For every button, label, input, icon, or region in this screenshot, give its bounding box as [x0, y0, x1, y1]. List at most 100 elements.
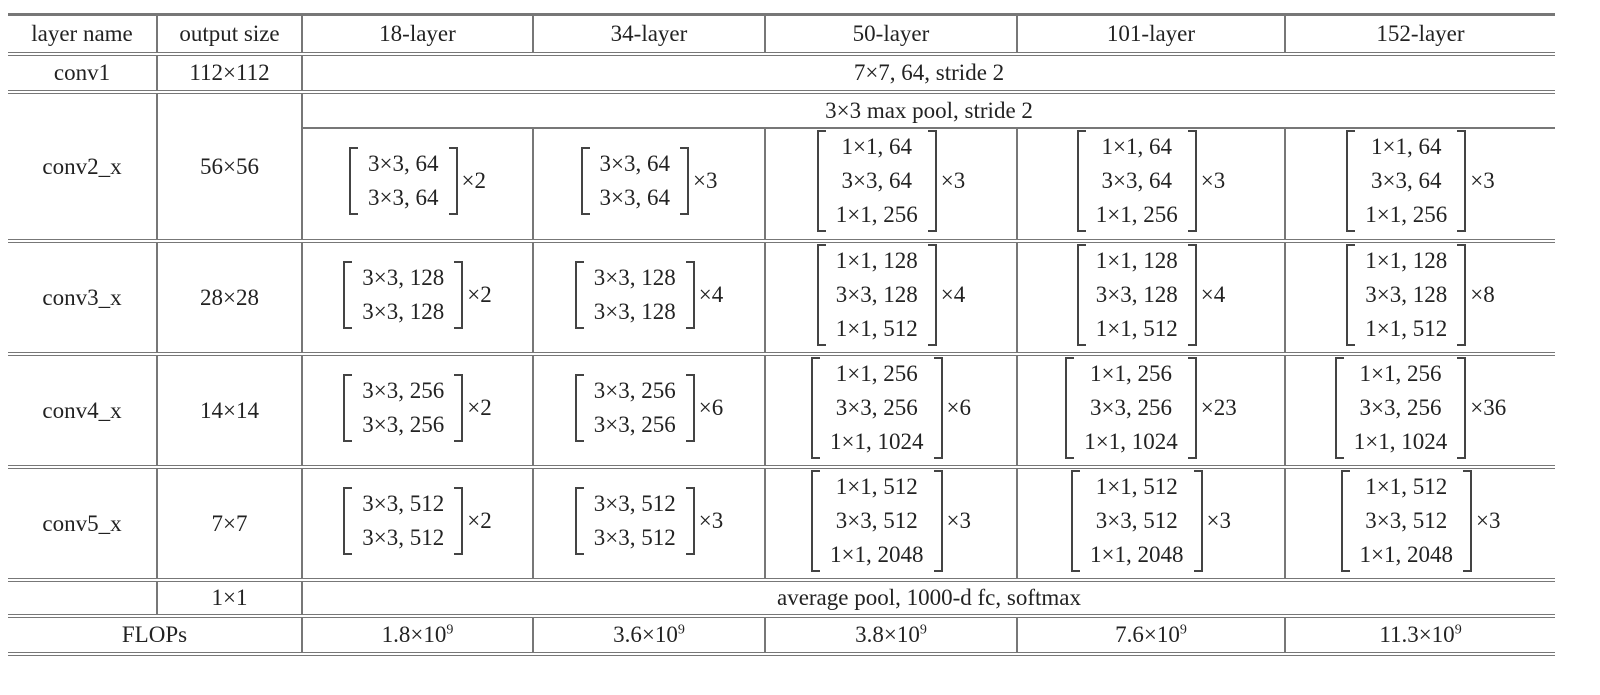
layer-name: conv1: [8, 54, 158, 94]
layer-spec: 1×1, 64: [841, 134, 912, 159]
flops-base: 3.6×10: [613, 622, 678, 647]
layer-spec: 3×3, 128: [1095, 281, 1178, 307]
block-cell: 1×1, 64 3×3, 64 1×1, 256 ×3: [1284, 128, 1555, 243]
layer-spec: 1×1, 512: [1095, 315, 1178, 341]
output-size: 112×112: [156, 54, 303, 94]
layer-spec: 3×3, 128: [835, 281, 918, 307]
layer-spec: 3×3, 512: [593, 490, 676, 516]
left-bracket: [574, 486, 584, 555]
residual-block: 1×1, 256 3×3, 256 1×1, 1024 ×6: [811, 356, 971, 459]
left-bracket: [1340, 469, 1350, 572]
block-cell: 1×1, 512 3×3, 512 1×1, 2048 ×3: [1016, 467, 1286, 582]
final-spec: average pool, 1000-d fc, softmax: [301, 580, 1555, 618]
layer-spec: 3×3, 128: [593, 298, 676, 324]
block-multiplier: ×4: [698, 281, 724, 307]
right-bracket: [1457, 243, 1467, 346]
block-multiplier: ×4: [940, 281, 966, 307]
residual-block: 1×1, 256 3×3, 256 1×1, 1024 ×36: [1334, 356, 1507, 459]
left-bracket: [1334, 356, 1344, 459]
right-bracket: [1187, 243, 1197, 346]
layer-spec: 1×1, 128: [835, 247, 918, 273]
header-cell: output size: [156, 13, 303, 56]
bracket-group: 3×3, 256 3×3, 256: [343, 373, 464, 442]
flops-exponent: 9: [919, 622, 927, 638]
header-cell: layer name: [8, 13, 158, 56]
left-bracket: [1076, 243, 1086, 346]
right-bracket: [685, 373, 695, 442]
residual-block: 3×3, 512 3×3, 512 ×3: [574, 486, 724, 555]
flops-value: 7.6×109: [1016, 616, 1286, 656]
residual-block: 1×1, 256 3×3, 256 1×1, 1024 ×23: [1065, 356, 1237, 459]
layer-spec: 1×1, 256: [1359, 360, 1442, 386]
layer-spec: 1×1, 256: [1095, 202, 1178, 227]
right-bracket: [1193, 469, 1203, 572]
conv1-row: conv1 112×112 7×7, 64, stride 2: [8, 54, 1555, 94]
left-bracket: [349, 147, 359, 215]
layer-spec: 3×3, 512: [1095, 507, 1178, 533]
block-cell: 1×1, 128 3×3, 128 1×1, 512 ×8: [1284, 241, 1555, 356]
layer-spec: 3×3, 64: [1371, 168, 1442, 193]
block-layers: 1×1, 512 3×3, 512 1×1, 2048: [1080, 470, 1193, 572]
right-bracket: [685, 260, 695, 329]
header-row: layer name output size 18-layer 34-layer…: [8, 13, 1555, 56]
block-multiplier: ×3: [698, 507, 724, 533]
bracket-group: 3×3, 512 3×3, 512: [574, 486, 695, 555]
header-cell: 101-layer: [1016, 13, 1286, 56]
bracket-group: 3×3, 512 3×3, 512: [343, 486, 464, 555]
left-bracket: [343, 486, 353, 555]
output-size: 56×56: [156, 92, 303, 243]
block-multiplier: ×6: [946, 394, 971, 420]
layer-name: conv2_x: [8, 92, 158, 243]
conv3-row: conv3_x 28×28 3×3, 128 3×3, 128 ×2 3×3, 128 3×…: [8, 241, 1555, 356]
left-bracket: [574, 260, 584, 329]
left-bracket: [1346, 243, 1356, 346]
layer-spec: 3×3, 512: [362, 490, 445, 516]
flops-value: 1.8×109: [301, 616, 534, 656]
bracket-group: 3×3, 64 3×3, 64: [580, 147, 689, 215]
layer-name: conv5_x: [8, 467, 158, 582]
block-layers: 1×1, 512 3×3, 512 1×1, 2048: [1350, 470, 1463, 572]
block-multiplier: ×3: [1200, 168, 1226, 193]
final-row: 1×1 average pool, 1000-d fc, softmax: [8, 580, 1555, 618]
conv1-spec: 7×7, 64, stride 2: [301, 54, 1555, 94]
block-cell: 1×1, 256 3×3, 256 1×1, 1024 ×23: [1016, 354, 1286, 469]
layer-name: conv4_x: [8, 354, 158, 469]
bracket-group: 3×3, 128 3×3, 128: [574, 260, 695, 329]
layer-spec: 1×1, 1024: [830, 428, 924, 454]
residual-block: 1×1, 128 3×3, 128 1×1, 512 ×4: [1076, 243, 1226, 346]
layer-spec: 1×1, 64: [1371, 134, 1442, 159]
flops-base: 7.6×10: [1115, 622, 1180, 647]
layer-spec: 1×1, 128: [1095, 247, 1178, 273]
block-multiplier: ×4: [1200, 281, 1226, 307]
block-layers: 3×3, 128 3×3, 128: [584, 261, 686, 329]
bracket-group: 1×1, 512 3×3, 512 1×1, 2048: [1340, 469, 1472, 572]
block-multiplier: ×3: [1206, 507, 1231, 533]
flops-base: 11.3×10: [1379, 622, 1455, 647]
layer-spec: 1×1, 2048: [1090, 541, 1184, 567]
residual-block: 3×3, 128 3×3, 128 ×4: [574, 260, 724, 329]
block-layers: 1×1, 64 3×3, 64 1×1, 256: [1086, 130, 1188, 232]
block-cell: 3×3, 64 3×3, 64 ×3: [532, 128, 766, 243]
layer-spec: 1×1, 256: [835, 202, 918, 227]
layer-name: conv3_x: [8, 241, 158, 356]
block-multiplier: ×36: [1470, 394, 1507, 420]
bracket-group: 1×1, 128 3×3, 128 1×1, 512: [816, 243, 937, 346]
block-layers: 1×1, 64 3×3, 64 1×1, 256: [1355, 130, 1457, 232]
output-size: 7×7: [156, 467, 303, 582]
block-multiplier: ×3: [940, 168, 966, 193]
left-bracket: [343, 260, 353, 329]
layer-spec: 3×3, 64: [841, 168, 912, 193]
right-bracket: [454, 486, 464, 555]
maxpool-spec: 3×3 max pool, stride 2: [301, 92, 1555, 129]
layer-spec: 3×3, 256: [362, 411, 445, 437]
output-size: 1×1: [156, 580, 303, 618]
right-bracket: [685, 486, 695, 555]
left-bracket: [816, 130, 826, 232]
bracket-group: 1×1, 64 3×3, 64 1×1, 256: [816, 130, 937, 232]
residual-block: 1×1, 128 3×3, 128 1×1, 512 ×8: [1346, 243, 1495, 346]
bracket-group: 1×1, 256 3×3, 256 1×1, 1024: [1334, 356, 1467, 459]
flops-label: FLOPs: [8, 616, 303, 656]
block-layers: 3×3, 256 3×3, 256: [584, 374, 686, 442]
block-multiplier: ×3: [1470, 168, 1495, 193]
maxpool-row: conv2_x 56×56 3×3 max pool, stride 2: [8, 92, 1555, 243]
